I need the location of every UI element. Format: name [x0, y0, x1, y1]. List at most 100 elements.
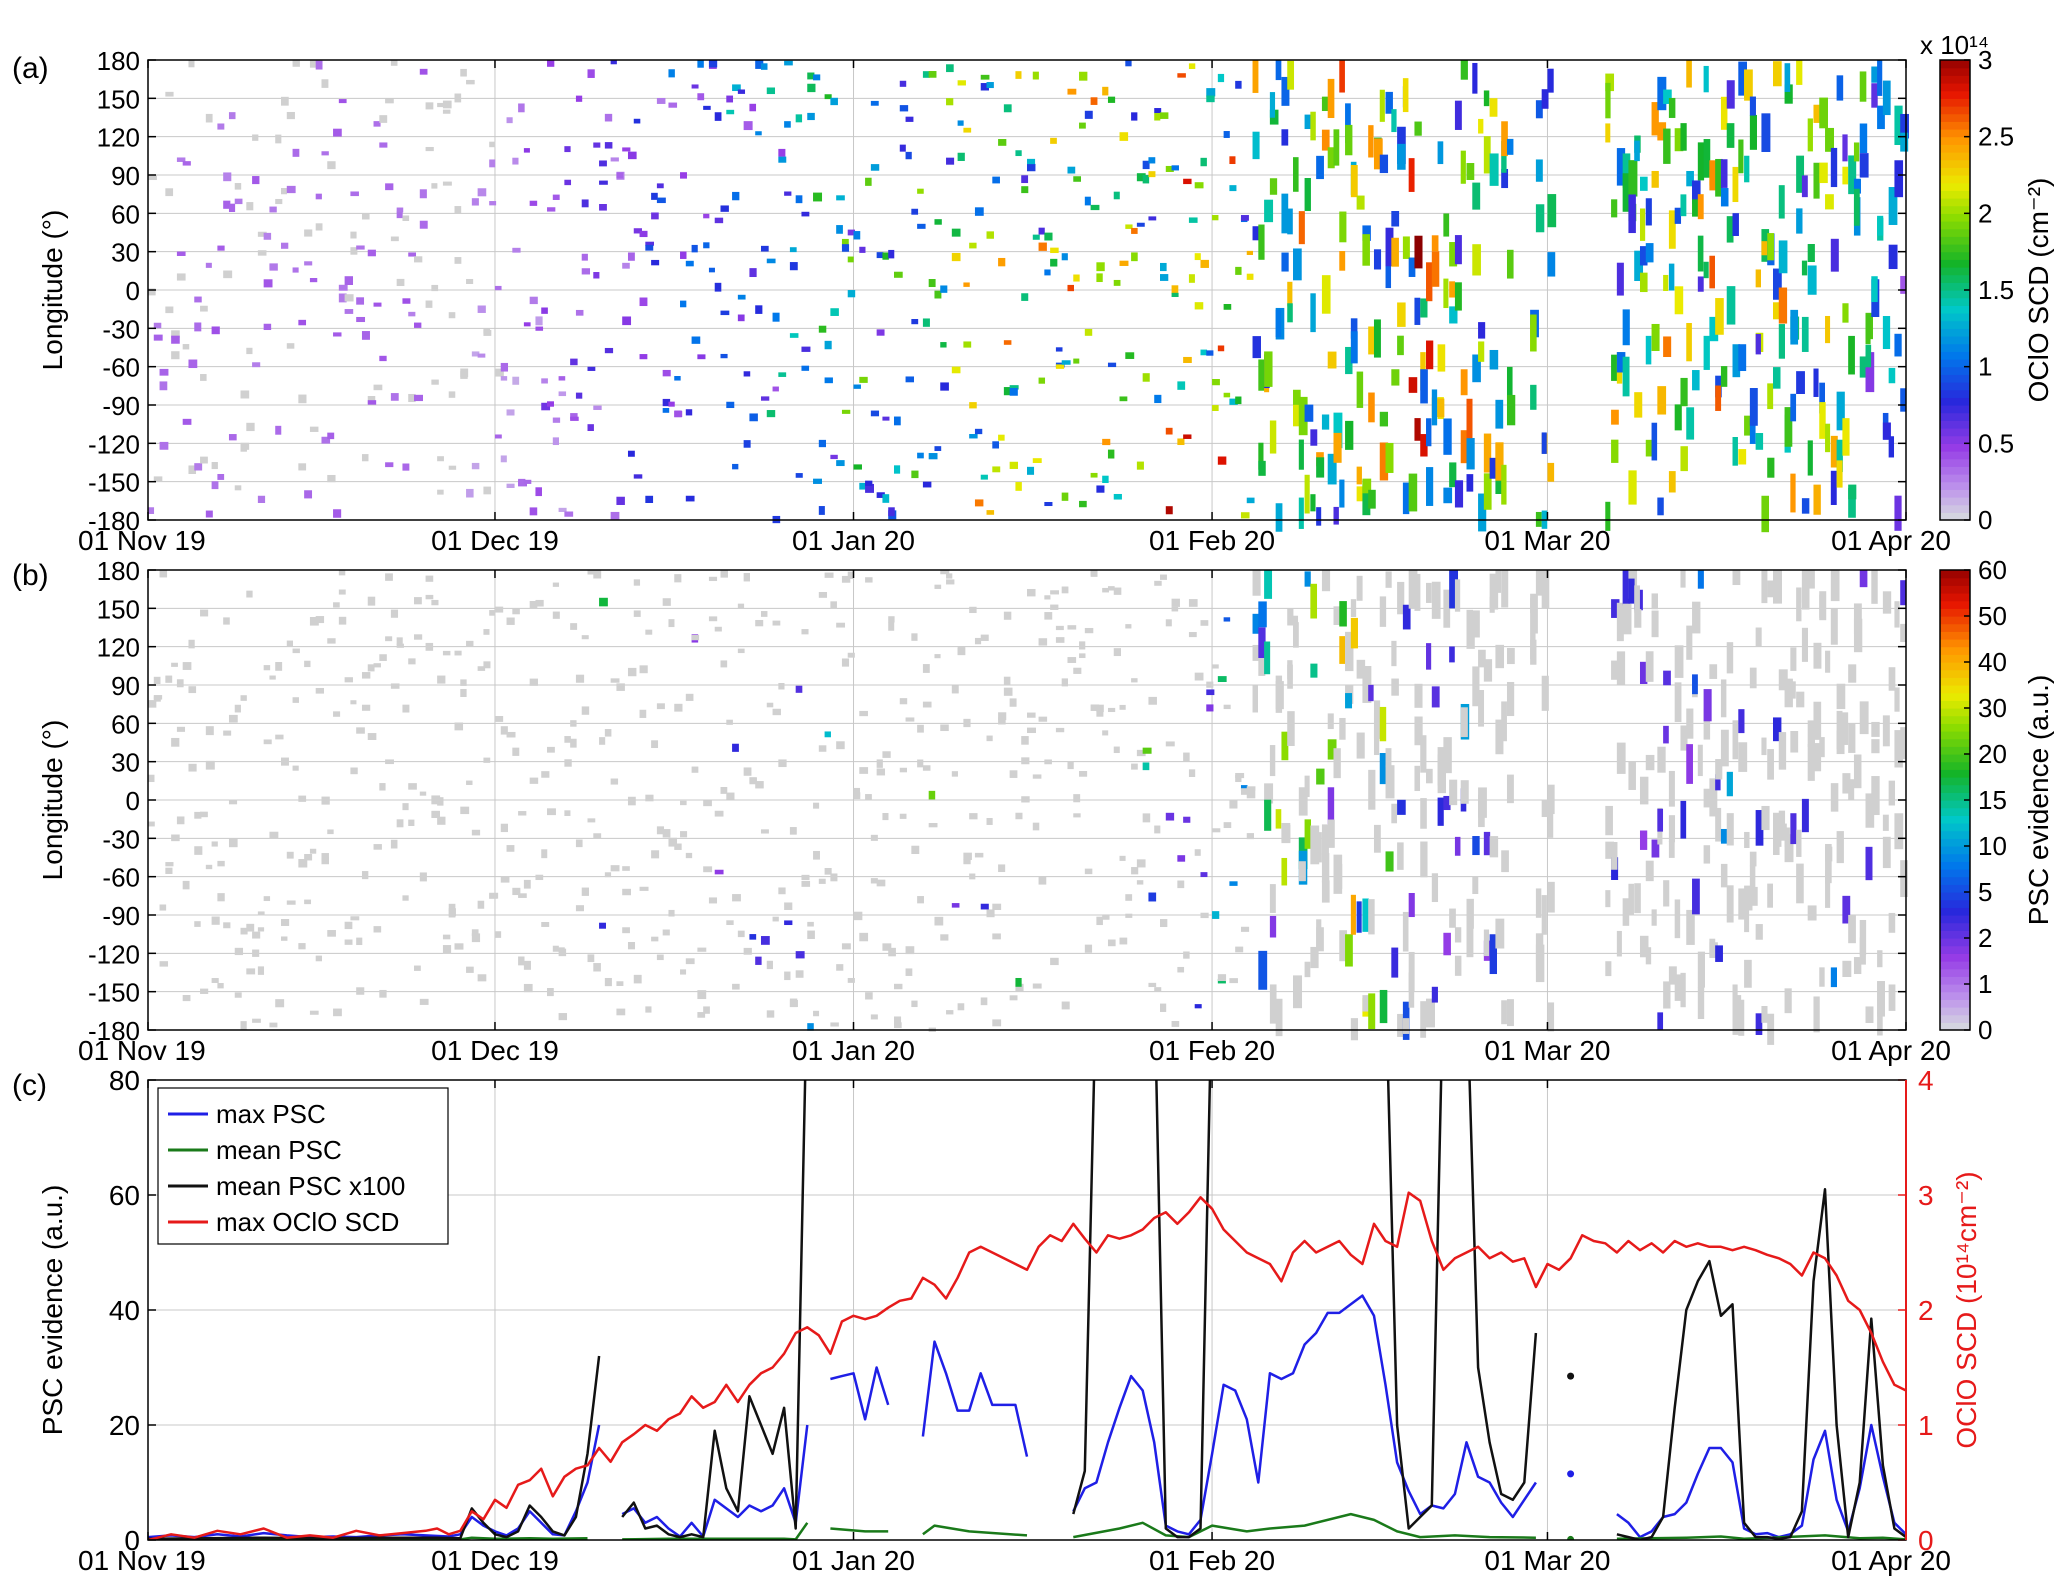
- heatmap-cell: [1813, 701, 1822, 740]
- heatmap-cell: [876, 329, 885, 336]
- heatmap-cell: [784, 121, 791, 128]
- heatmap-cell: [639, 709, 647, 718]
- heatmap-cell: [182, 662, 192, 670]
- heatmap-cell: [246, 590, 253, 598]
- heatmap-cell: [373, 844, 382, 850]
- heatmap-cell: [928, 279, 936, 288]
- heatmap-cell: [1715, 158, 1723, 197]
- heatmap-cell: [622, 888, 631, 896]
- heatmap-cell: [223, 270, 233, 279]
- heatmap-cell: [1339, 479, 1345, 508]
- heatmap-cell: [1373, 824, 1381, 853]
- heatmap-cell: [1680, 446, 1688, 472]
- heatmap-cell: [1107, 707, 1116, 713]
- heatmap-cell: [1506, 249, 1514, 279]
- heatmap-cell: [1894, 813, 1904, 850]
- heatmap-cell: [1252, 226, 1259, 241]
- colorbar-band: [1940, 769, 1970, 778]
- heatmap-cell: [1715, 945, 1723, 962]
- heatmap-cell: [1188, 632, 1197, 638]
- heatmap-cell: [194, 921, 201, 927]
- heatmap-cell: [350, 191, 359, 197]
- heatmap-cell: [500, 876, 510, 883]
- heatmap-cell: [1720, 679, 1727, 718]
- heatmap-cell: [1379, 596, 1387, 627]
- y-tick-label: -90: [102, 901, 140, 931]
- colorbar-band: [1940, 282, 1970, 291]
- heatmap-cell: [373, 384, 383, 391]
- heatmap-cell: [1177, 880, 1185, 889]
- heatmap-cell: [1882, 836, 1891, 869]
- heatmap-cell: [1483, 433, 1492, 473]
- heatmap-cell: [1333, 432, 1342, 463]
- heatmap-cell: [1813, 104, 1820, 123]
- heatmap-cell: [1102, 86, 1109, 96]
- heatmap-cell: [1460, 707, 1468, 738]
- heatmap-cell: [228, 714, 238, 723]
- y-tick-label-right: 1: [1918, 1410, 1934, 1441]
- heatmap-cell: [1264, 641, 1271, 675]
- heatmap-cell: [564, 511, 574, 517]
- heatmap-cell: [1200, 259, 1209, 268]
- colorbar-band: [1940, 662, 1970, 671]
- heatmap-cell: [425, 102, 434, 110]
- heatmap-cell: [234, 704, 241, 713]
- heatmap-cell: [581, 887, 589, 896]
- heatmap-cell: [1853, 142, 1860, 162]
- heatmap-cell: [1547, 784, 1555, 815]
- heatmap-cell: [1281, 731, 1289, 761]
- heatmap-cell: [471, 351, 480, 357]
- colorbar-band: [1940, 60, 1970, 69]
- heatmap-cell: [969, 606, 977, 614]
- heatmap-cell: [205, 760, 215, 770]
- heatmap-cell: [795, 473, 803, 478]
- heatmap-cell: [760, 396, 770, 401]
- heatmap-cell: [356, 316, 366, 323]
- heatmap-cell: [402, 895, 409, 901]
- colorbar-band: [1940, 646, 1970, 655]
- heatmap-cell: [732, 84, 741, 92]
- heatmap-cell: [917, 452, 924, 459]
- heatmap-cell: [535, 326, 544, 331]
- heatmap-cell: [1738, 742, 1748, 772]
- heatmap-cell: [1298, 396, 1308, 436]
- heatmap-cell: [518, 956, 525, 966]
- heatmap-cell: [760, 63, 768, 70]
- heatmap-cell: [575, 905, 584, 912]
- heatmap-cell: [1148, 216, 1157, 221]
- heatmap-cell: [257, 495, 266, 503]
- panel-b-x-ticks: 01 Nov 19 01 Dec 19 01 Jan 20 01 Feb 20 01 M…: [78, 570, 1951, 1066]
- heatmap-cell: [1738, 344, 1747, 372]
- heatmap-cell: [1657, 122, 1667, 141]
- heatmap-cell: [1784, 988, 1792, 1014]
- heatmap-cell: [656, 954, 664, 961]
- colorbar-band: [1940, 846, 1970, 855]
- heatmap-cell: [1657, 808, 1664, 832]
- heatmap-cell: [205, 864, 213, 870]
- heatmap-cell: [1327, 739, 1337, 760]
- heatmap-cell: [246, 923, 255, 932]
- heatmap-cell: [807, 930, 815, 939]
- heatmap-cell: [419, 998, 429, 1005]
- heatmap-cell: [1009, 388, 1018, 396]
- heatmap-cell: [911, 208, 919, 215]
- heatmap-cell: [1495, 719, 1504, 755]
- heatmap-cell: [431, 599, 439, 606]
- heatmap-cell: [309, 60, 319, 68]
- heatmap-cell: [732, 894, 741, 902]
- heatmap-cell: [1501, 141, 1507, 173]
- heatmap-cell: [414, 634, 423, 640]
- heatmap-cell: [1668, 471, 1676, 493]
- heatmap-cell: [674, 843, 682, 850]
- heatmap-cell: [1275, 809, 1282, 829]
- heatmap-cell: [882, 813, 889, 821]
- heatmap-cell: [1894, 333, 1902, 357]
- heatmap-cell: [286, 185, 296, 194]
- heatmap-cell: [396, 819, 404, 828]
- heatmap-cell: [148, 774, 155, 783]
- heatmap-cell: [905, 116, 914, 122]
- heatmap-cell: [992, 903, 1002, 910]
- heatmap-cell: [176, 251, 186, 256]
- heatmap-cell: [1327, 147, 1335, 169]
- heatmap-cell: [1495, 471, 1504, 495]
